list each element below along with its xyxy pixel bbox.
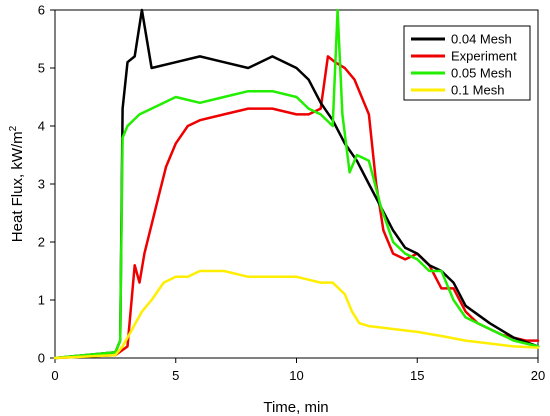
series-group <box>53 8 540 360</box>
y-tick-label: 4 <box>38 119 45 134</box>
y-tick-label: 5 <box>38 61 45 76</box>
y-tick-label: 0 <box>38 351 45 366</box>
y-tick-label: 1 <box>38 293 45 308</box>
x-tick-label: 0 <box>51 368 58 383</box>
y-tick-label: 3 <box>38 177 45 192</box>
y-axis-title: Heat Flux, kW/m2 <box>8 125 26 242</box>
axis-ticks: 0 5 10 15 20 0 1 2 3 4 5 6 <box>38 3 545 384</box>
legend-label: 0.05 Mesh <box>451 66 512 81</box>
legend: 0.04 Mesh Experiment 0.05 Mesh 0.1 Mesh <box>403 25 531 101</box>
y-tick-label: 2 <box>38 235 45 250</box>
series-line-0-1-mesh <box>53 269 540 360</box>
series-line-0-05-mesh <box>53 8 540 360</box>
y-tick-label: 6 <box>38 3 45 18</box>
legend-label: 0.1 Mesh <box>451 83 504 98</box>
legend-label: Experiment <box>451 49 517 64</box>
x-tick-label: 5 <box>172 368 179 383</box>
x-axis-title: Time, min <box>263 399 328 416</box>
legend-label: 0.04 Mesh <box>451 32 512 47</box>
y-axis-title-superscript: 2 <box>8 125 19 131</box>
series-line-experiment <box>53 55 540 360</box>
x-tick-label: 15 <box>410 368 424 383</box>
x-tick-label: 10 <box>289 368 303 383</box>
y-axis-title-main: Heat Flux, kW/m <box>9 131 26 242</box>
x-tick-label: 20 <box>531 368 545 383</box>
